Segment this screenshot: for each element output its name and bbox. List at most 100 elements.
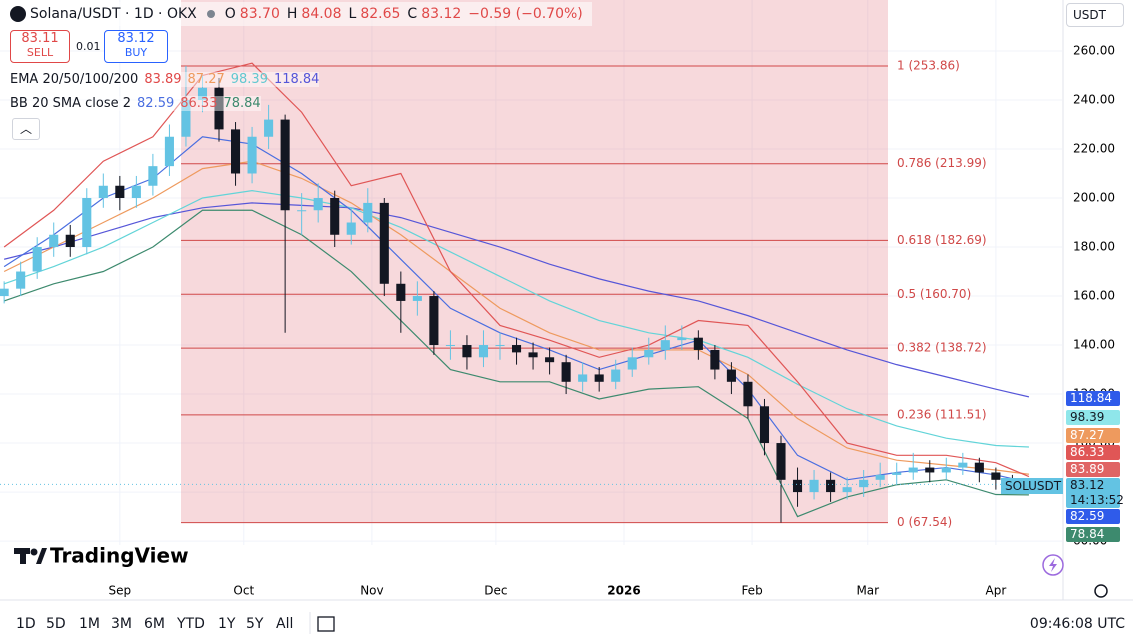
fib-label: 0.786 (213.99) bbox=[897, 156, 987, 170]
candle-body bbox=[958, 462, 968, 468]
ticker-label: SOLUSDT bbox=[1001, 478, 1063, 494]
candle-body bbox=[16, 271, 26, 289]
candle-body bbox=[164, 136, 174, 167]
timeframe-button[interactable]: All bbox=[276, 616, 294, 632]
indicator-line bbox=[3, 190, 1029, 448]
x-tick-label: Nov bbox=[360, 584, 383, 598]
timeframe-button[interactable]: 5Y bbox=[246, 616, 264, 632]
candle-body bbox=[346, 222, 356, 235]
clock: 09:46:08 UTC bbox=[1029, 616, 1125, 632]
indicator-line bbox=[3, 202, 1030, 398]
candle-body bbox=[131, 185, 141, 199]
currency-button[interactable]: USDT bbox=[1066, 3, 1124, 27]
candle-body bbox=[743, 381, 753, 407]
x-tick-label: Oct bbox=[233, 584, 254, 598]
fib-label: 0.618 (182.69) bbox=[897, 233, 987, 247]
settings-icon[interactable] bbox=[1094, 584, 1108, 598]
symbol: Solana/USDT · 1D · OKX bbox=[30, 6, 197, 22]
candle-body bbox=[859, 479, 869, 488]
symbol-header: Solana/USDT · 1D · OKX O 83.70 H 84.08 L 82… bbox=[6, 2, 592, 26]
candle-body bbox=[776, 443, 786, 480]
price-badge: 82.59 bbox=[1066, 509, 1120, 524]
symbol-icon bbox=[10, 6, 26, 22]
candle-body bbox=[578, 374, 588, 382]
buy-button[interactable]: 83.12 BUY bbox=[104, 30, 168, 63]
x-tick-label: Feb bbox=[741, 584, 762, 598]
timeframe-button[interactable]: 1M bbox=[79, 616, 100, 632]
bb-value: 86.33 bbox=[180, 96, 218, 111]
fib-label: 0.382 (138.72) bbox=[897, 341, 987, 355]
candle-body bbox=[792, 479, 803, 493]
sell-label: SELL bbox=[26, 46, 54, 59]
candle-body bbox=[412, 296, 422, 301]
candle-body bbox=[908, 467, 918, 473]
sell-price: 83.11 bbox=[21, 31, 59, 46]
candle-body bbox=[710, 349, 720, 370]
candle-body bbox=[429, 296, 439, 346]
candle-body bbox=[611, 369, 621, 382]
ohlc-key: H bbox=[286, 6, 298, 22]
candle-body bbox=[230, 129, 241, 174]
price-badge: 118.84 bbox=[1066, 391, 1120, 406]
ema-label: EMA 20/50/100/200 bbox=[10, 72, 139, 87]
timeframe-button[interactable]: 1Y bbox=[218, 616, 236, 632]
ohlc-value: 83.70 bbox=[239, 6, 280, 22]
candle-body bbox=[363, 202, 373, 223]
calendar-icon[interactable] bbox=[317, 616, 335, 632]
candle-body bbox=[82, 198, 92, 248]
sell-button[interactable]: 83.11 SELL bbox=[10, 30, 70, 63]
timeframe-button[interactable]: 5D bbox=[46, 616, 66, 632]
y-tick-label: 180.00 bbox=[1073, 240, 1115, 254]
ema-value: 118.84 bbox=[273, 72, 320, 87]
status-dot bbox=[206, 10, 215, 18]
candle-body bbox=[677, 337, 687, 341]
timeframe-button[interactable]: 6M bbox=[144, 616, 165, 632]
change: −0.59 (−0.70%) bbox=[468, 6, 583, 22]
ohlc-key: L bbox=[348, 6, 357, 22]
bb-legend: BB 20 SMA close 2 82.59 86.33 78.84 bbox=[10, 96, 261, 111]
tv-logo bbox=[14, 548, 47, 564]
x-tick-label: Sep bbox=[109, 584, 132, 598]
indicator-line bbox=[3, 209, 1029, 518]
candle-body bbox=[925, 467, 935, 473]
y-tick-label: 160.00 bbox=[1073, 289, 1115, 303]
collapse-button[interactable]: ︿ bbox=[12, 118, 40, 140]
candle-body bbox=[594, 374, 604, 382]
ohlc-value: 84.08 bbox=[301, 6, 342, 22]
candle-body bbox=[627, 357, 637, 370]
candle-body bbox=[495, 345, 505, 347]
candle-body bbox=[759, 406, 770, 444]
candle-body bbox=[247, 136, 257, 174]
candle-body bbox=[826, 479, 836, 493]
candle-body bbox=[478, 345, 489, 358]
ema-value: 87.27 bbox=[187, 72, 225, 87]
candle-body bbox=[875, 474, 885, 480]
indicators bbox=[3, 62, 1030, 518]
price-badge: 78.84 bbox=[1066, 527, 1120, 542]
lightning-icon[interactable] bbox=[1042, 554, 1064, 576]
y-tick-label: 240.00 bbox=[1073, 92, 1115, 106]
fib-label: 1 (253.86) bbox=[897, 59, 960, 73]
candle-body bbox=[264, 119, 274, 137]
candle-body bbox=[693, 337, 703, 350]
ema-value: 83.89 bbox=[144, 72, 182, 87]
ohlc-value: 83.12 bbox=[421, 6, 462, 22]
price-badge: 86.33 bbox=[1066, 445, 1120, 460]
indicator-line bbox=[3, 160, 1030, 475]
timeframe-button[interactable]: 3M bbox=[111, 616, 132, 632]
candle-body bbox=[0, 288, 9, 297]
candle-body bbox=[842, 487, 852, 493]
price-badge: 87.27 bbox=[1066, 428, 1120, 443]
x-tick-label: Apr bbox=[986, 584, 1007, 598]
countdown: 14:13:52 bbox=[1070, 493, 1124, 507]
candle-body bbox=[809, 479, 819, 493]
brand: TradingView bbox=[50, 544, 189, 568]
ema-legend: EMA 20/50/100/200 83.89 87.27 98.39 118.… bbox=[10, 72, 320, 87]
timeframe-button[interactable]: YTD bbox=[177, 616, 205, 632]
candle-body bbox=[379, 202, 389, 284]
ohlc-key: O bbox=[224, 6, 236, 22]
candle-body bbox=[214, 87, 224, 130]
timeframe-button[interactable]: 1D bbox=[16, 616, 36, 632]
candle-body bbox=[396, 283, 406, 301]
candle-body bbox=[941, 467, 951, 473]
